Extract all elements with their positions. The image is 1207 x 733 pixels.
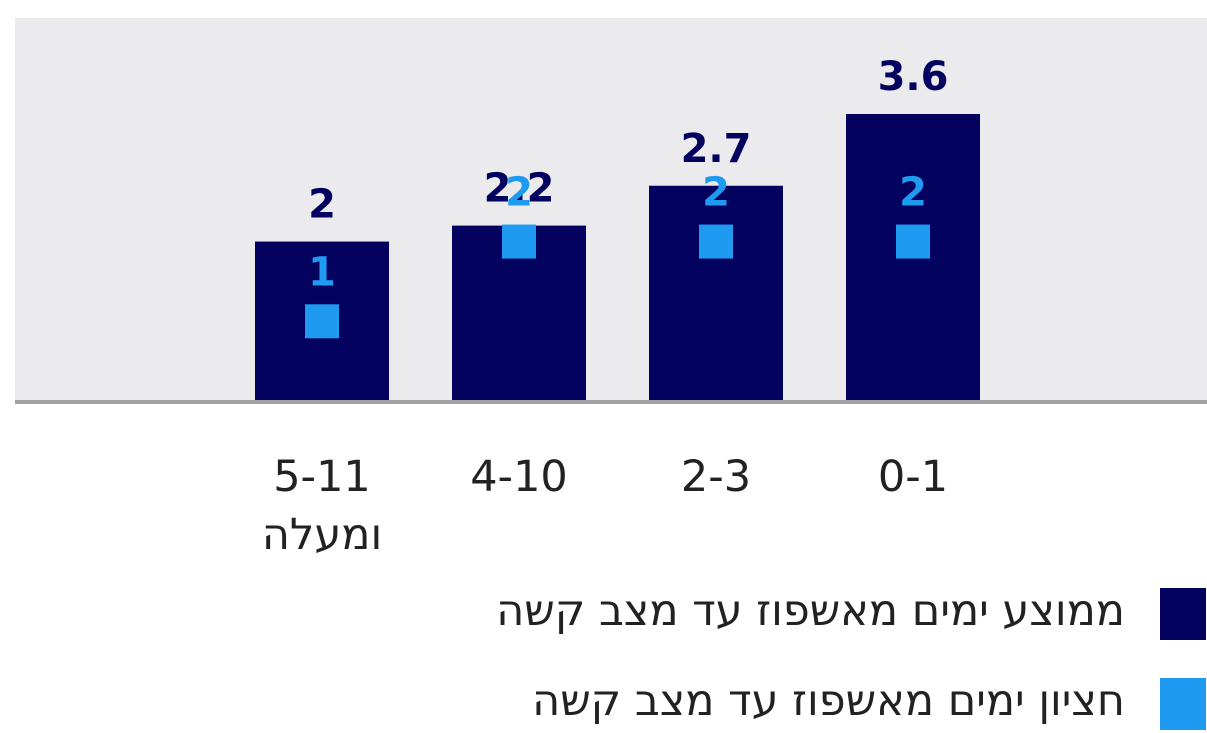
x-tick-label: 5-11 ומעלה bbox=[261, 452, 383, 560]
legend-label: חציון ימים מאשפוז עד מצב קשה bbox=[532, 676, 1125, 726]
bar-value-label: 2 bbox=[308, 182, 336, 228]
median-marker bbox=[699, 224, 733, 259]
median-marker bbox=[896, 224, 930, 259]
median-marker bbox=[305, 304, 339, 339]
bar bbox=[649, 185, 783, 401]
legend-swatch bbox=[1160, 588, 1206, 640]
bar-value-label: 2.7 bbox=[681, 126, 752, 172]
x-tick-label: 4-10 bbox=[470, 452, 568, 502]
median-value-label: 2 bbox=[899, 170, 927, 216]
legend-label: ממוצע ימים מאשפוז עד מצב קשה bbox=[496, 586, 1125, 636]
median-value-label: 2 bbox=[702, 170, 730, 216]
bar-value-label: 3.6 bbox=[878, 54, 949, 100]
legend-swatch bbox=[1160, 678, 1206, 730]
median-marker bbox=[502, 224, 536, 259]
plot-background bbox=[15, 18, 1207, 401]
median-value-label: 2 bbox=[505, 170, 533, 216]
bar-value-label: 2.2 bbox=[484, 166, 555, 212]
x-tick-label: 2-3 bbox=[680, 452, 752, 502]
median-value-label: 1 bbox=[308, 249, 336, 295]
x-tick-label: 0-1 bbox=[877, 452, 949, 502]
